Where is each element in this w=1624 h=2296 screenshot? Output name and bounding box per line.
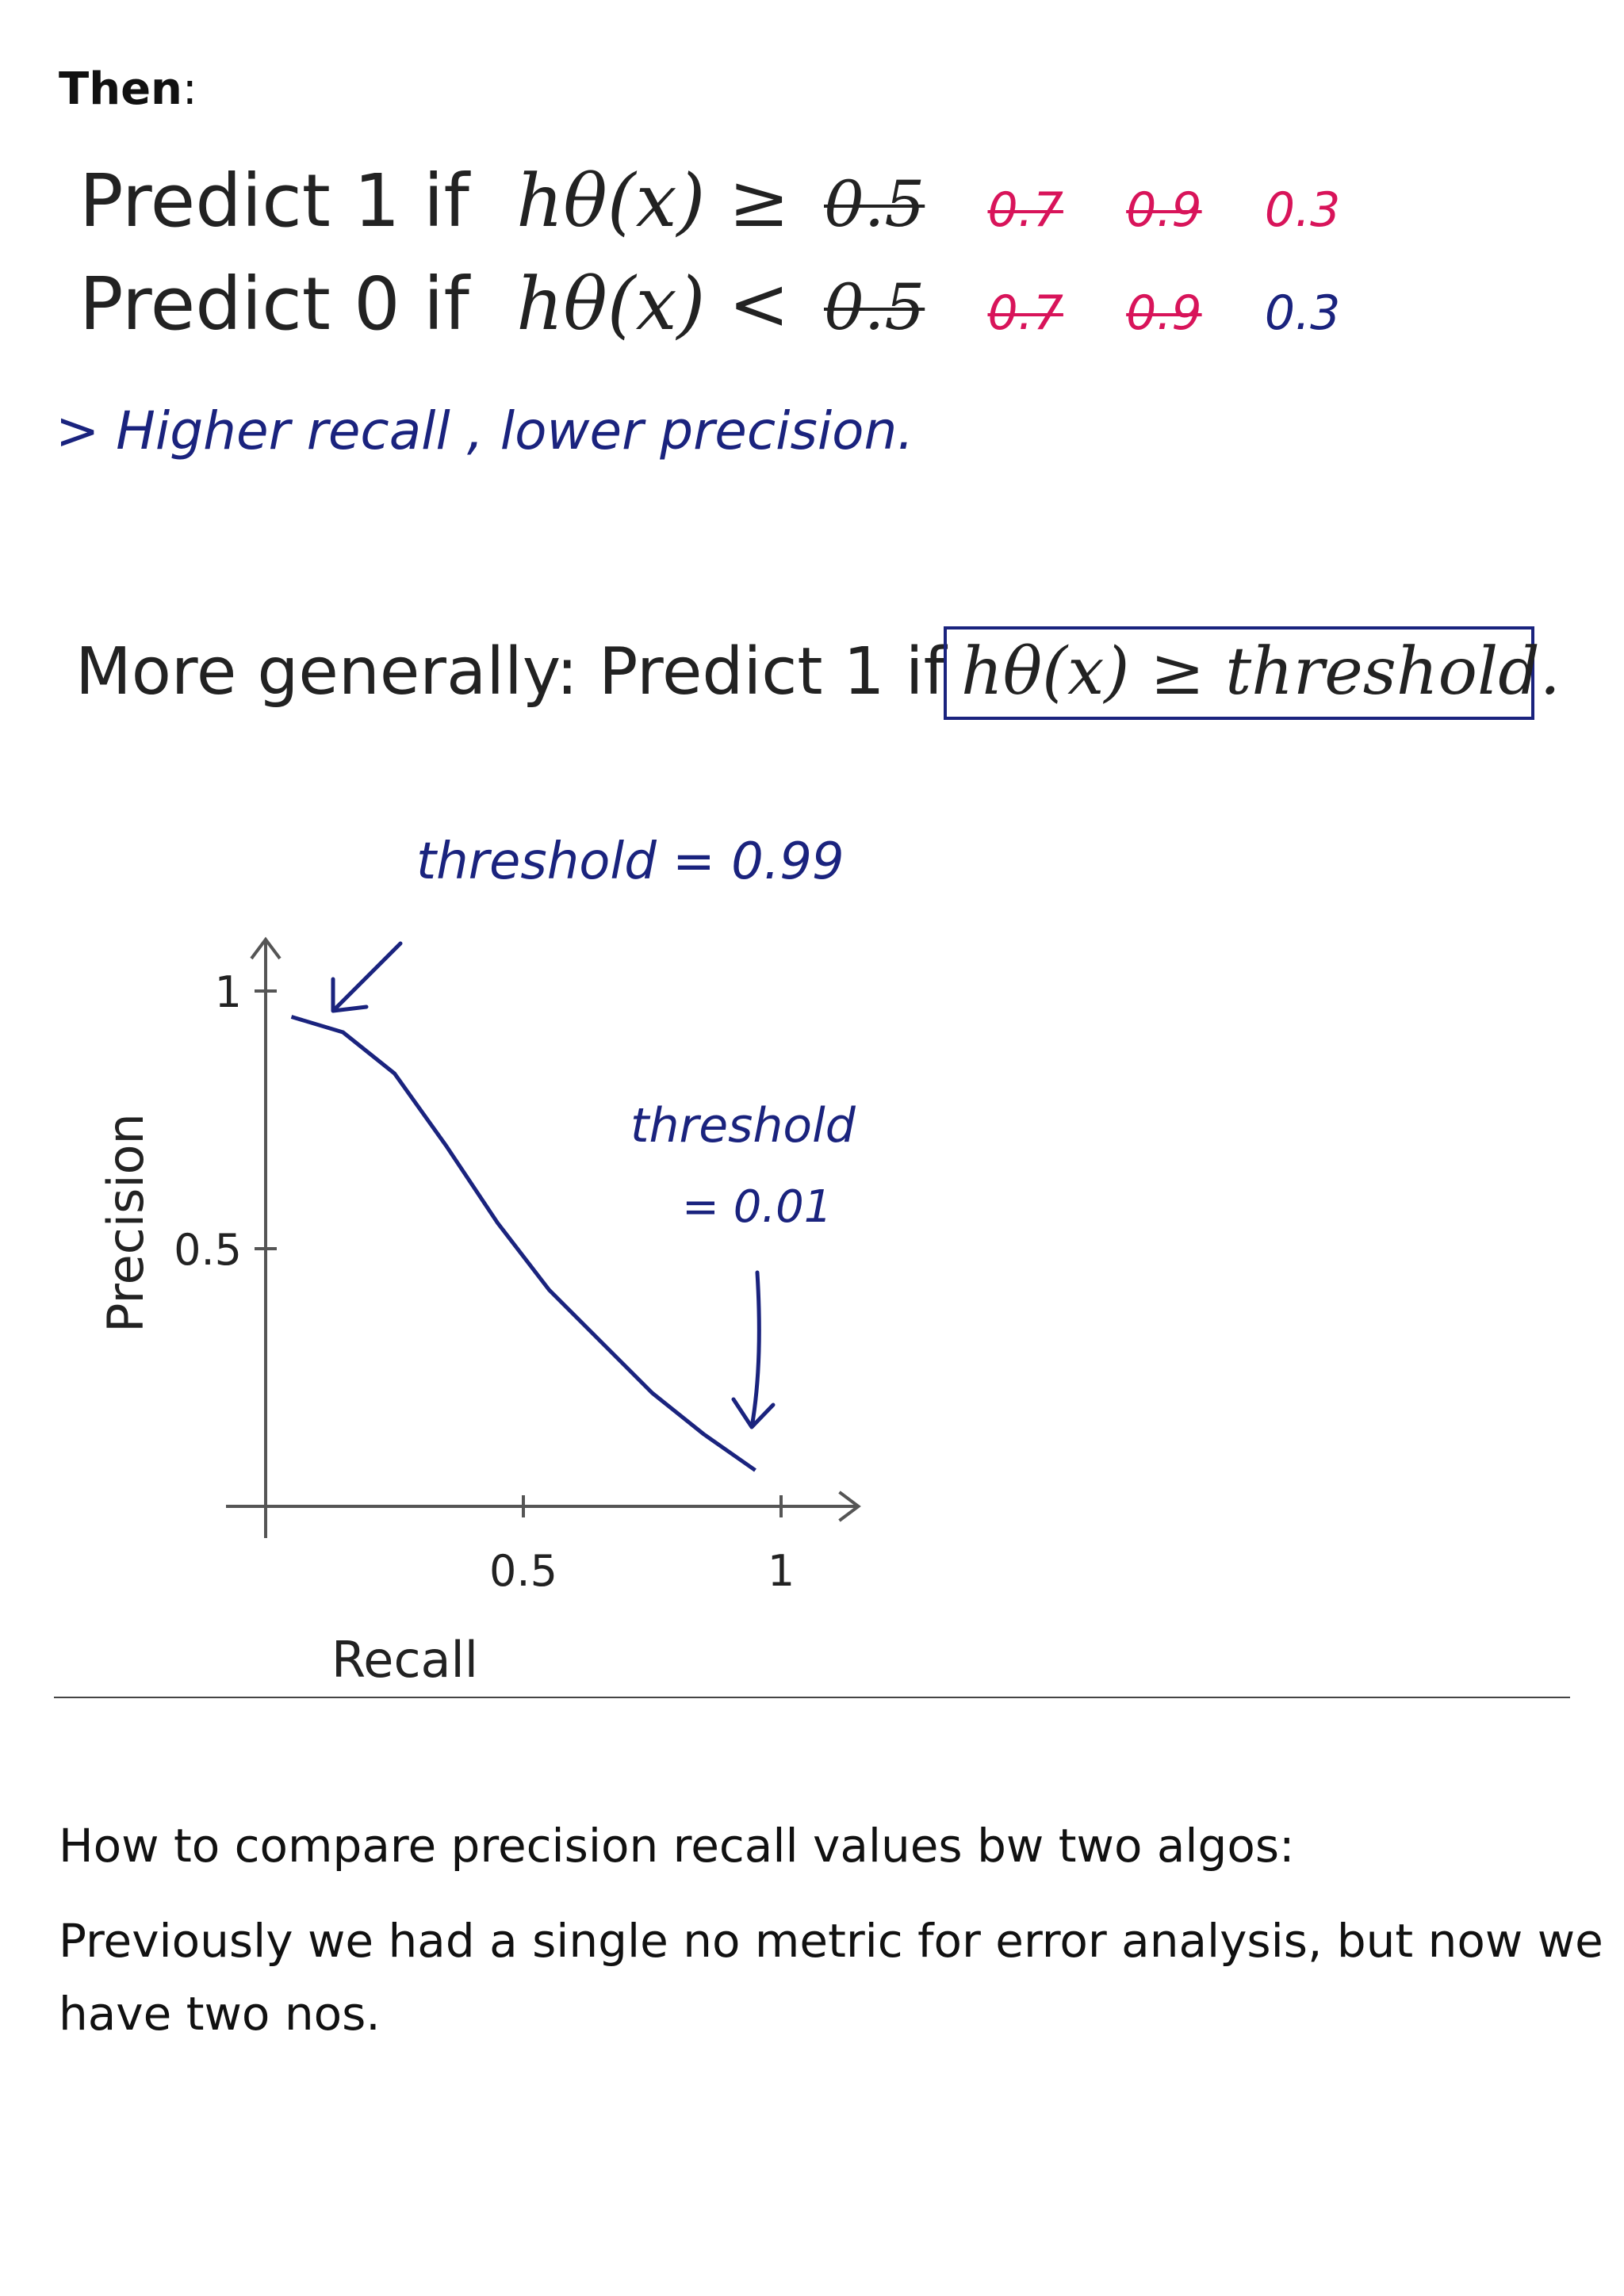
heading-then: Then: (59, 63, 197, 115)
predict-1-orig-threshold: 0.5 (824, 167, 925, 241)
pr-curve (290, 1015, 756, 1472)
x-tick-label-1: 1 (768, 1546, 795, 1596)
annotation-low-arrow (731, 1270, 776, 1429)
body-line-3: have two nos. (59, 1987, 381, 2041)
lecture-slide: Predict 1 if hθ(x) ≥ 0.5 0.7 0.9 0.3 Pre… (56, 159, 1561, 1689)
predict-1-text: Predict 1 if (79, 159, 469, 243)
handwritten-note: > Higher recall , lower precision. (56, 400, 914, 461)
heading-label: Then (59, 63, 182, 115)
general-boxed-text: hθ(x) ≥ threshold. (961, 634, 1561, 710)
body-line-2: Previously we had a single no metric for… (59, 1914, 1603, 1968)
annotation-low-threshold-line1: threshold (630, 1098, 856, 1154)
annotation-low-threshold-line2: = 0.01 (682, 1181, 833, 1233)
section-divider (54, 1697, 1570, 1698)
predict-0-text: Predict 0 if (79, 262, 469, 346)
predict-0-orig-threshold: 0.5 (824, 270, 925, 344)
predict-1-line: Predict 1 if hθ(x) ≥ 0.5 0.7 0.9 0.3 (79, 159, 1340, 243)
x-axis-arrow (838, 1490, 861, 1522)
general-line: More generally: Predict 1 if (75, 634, 946, 710)
annotation-high-threshold: threshold = 0.99 (416, 832, 845, 891)
precision-recall-chart: 0.5 1 0.5 1 Precision Recall (97, 936, 861, 1689)
predict-1-expr: hθ(x) ≥ (516, 159, 790, 243)
y-tick-label-1: 1 (215, 967, 242, 1017)
x-tick-label-0: 0.5 (489, 1546, 557, 1596)
annotation-high-arrow (331, 941, 403, 1013)
heading-colon: : (182, 63, 197, 115)
general-prefix: More generally: Predict 1 if (75, 634, 947, 710)
predict-0-expr: hθ(x) < (516, 262, 790, 346)
predict-1-alt-1: 0.9 (1126, 182, 1202, 238)
threshold-box (944, 626, 1534, 720)
x-axis-label: Recall (331, 1631, 478, 1689)
predict-1-alt-2: 0.3 (1264, 182, 1341, 238)
general-boxed: hθ(x) ≥ threshold. (961, 634, 1561, 710)
predict-0-alt-0: 0.7 (987, 285, 1063, 341)
predict-0-line: Predict 0 if hθ(x) < 0.5 0.7 0.9 0.3 (79, 262, 1340, 346)
y-axis-label: Precision (97, 1113, 155, 1333)
predict-0-alt-1: 0.9 (1126, 285, 1202, 341)
y-tick-label-0: 0.5 (174, 1225, 242, 1275)
predict-0-alt-2: 0.3 (1264, 285, 1341, 341)
y-axis-arrow (250, 936, 282, 960)
body-line-1: How to compare precision recall values b… (59, 1819, 1295, 1873)
predict-1-alt-0: 0.7 (987, 182, 1063, 238)
